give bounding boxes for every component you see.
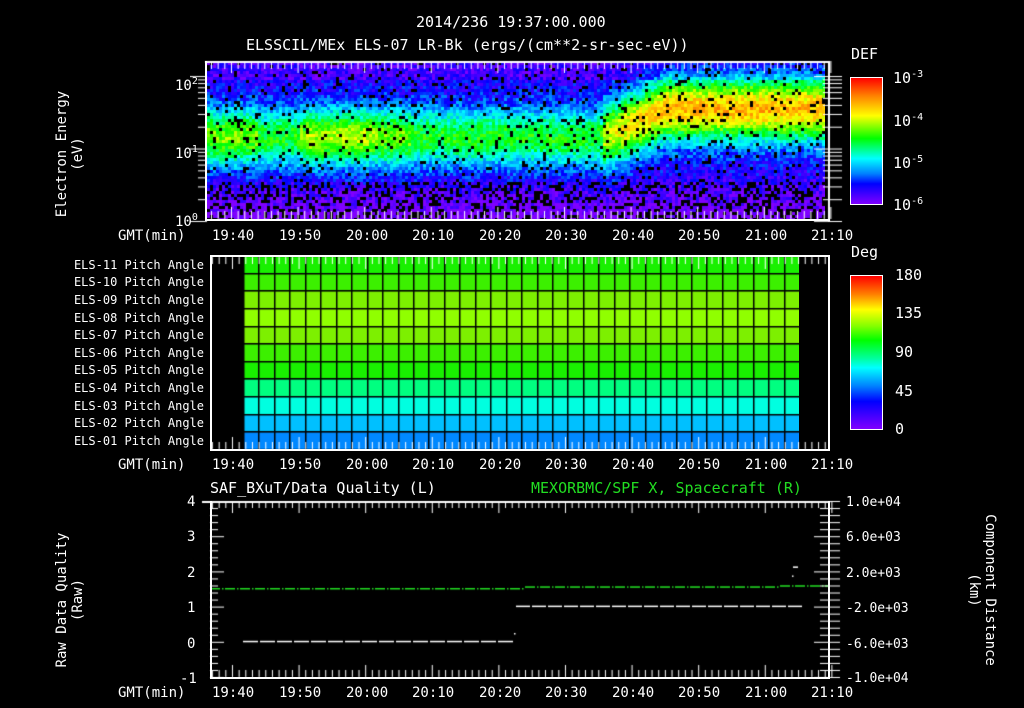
panel3-right-title: MEXORBMC/SPF X, Spacecraft (R) — [531, 479, 802, 497]
xtick: 20:50 — [678, 457, 721, 473]
row-label-els-03: ELS-03 Pitch Angle — [73, 399, 204, 413]
row-label-els-09: ELS-09 Pitch Angle — [73, 293, 204, 307]
ytick-right-2e3: 2.0e+03 — [846, 566, 901, 581]
cbar-deg-tick-45: 45 — [895, 382, 914, 400]
ytick-left-neg1: -1 — [180, 671, 197, 687]
ytick-right-1e4: 1.0e+04 — [846, 495, 901, 510]
xtick: 20:20 — [479, 457, 522, 473]
xaxis-label: GMT(min) — [118, 457, 186, 473]
xtick: 19:50 — [279, 228, 322, 244]
ytick-left-4: 4 — [187, 494, 196, 510]
cbar-deg-tick-180: 180 — [895, 266, 923, 284]
cbar-deg-tick-0: 0 — [895, 420, 905, 438]
panel3-left-ylabel-line1: Raw Data Quality — [54, 532, 70, 668]
cbar-def-tick-1e-5: 10-5 — [893, 154, 924, 172]
ytick-left-1: 1 — [187, 600, 196, 616]
cbar-def-tick-1e-6: 10-6 — [893, 196, 924, 214]
panel2-axis-ticks — [210, 255, 830, 451]
ytick-right-6e3: 6.0e+03 — [846, 530, 901, 545]
ytick-right-neg6e3: -6.0e+03 — [846, 637, 909, 652]
row-label-els-07: ELS-07 Pitch Angle — [73, 328, 204, 342]
row-label-els-08: ELS-08 Pitch Angle — [73, 311, 204, 325]
xaxis-label: GMT(min) — [118, 685, 186, 701]
row-label-els-06: ELS-06 Pitch Angle — [73, 346, 204, 360]
colorbar-def — [850, 77, 883, 205]
xtick: 20:20 — [479, 685, 522, 701]
xtick: 20:30 — [545, 457, 588, 473]
xtick: 20:40 — [612, 685, 655, 701]
xtick: 20:40 — [612, 457, 655, 473]
xtick: 21:10 — [811, 228, 854, 244]
xtick: 21:00 — [745, 228, 788, 244]
panel1-axis-ticks — [190, 55, 850, 235]
ytick-right-neg1e4: -1.0e+04 — [846, 671, 909, 686]
xtick: 21:10 — [811, 685, 854, 701]
row-label-els-11: ELS-11 Pitch Angle — [73, 258, 204, 272]
xtick: 19:40 — [212, 457, 255, 473]
xtick: 20:20 — [479, 228, 522, 244]
panel3-right-ylabel-line2: (km) — [966, 573, 982, 607]
panel1-ylabel-line2: (eV) — [70, 137, 86, 171]
ytick-left-3: 3 — [187, 529, 196, 545]
row-label-els-05: ELS-05 Pitch Angle — [73, 363, 204, 377]
xtick: 20:10 — [412, 457, 455, 473]
cbar-deg-tick-90: 90 — [895, 343, 914, 361]
ytick-right-neg2e3: -2.0e+03 — [846, 601, 909, 616]
xtick: 19:40 — [212, 685, 255, 701]
xtick: 20:00 — [346, 685, 389, 701]
panel3-right-ylabel-line1: Component Distance — [982, 514, 998, 666]
xtick: 20:30 — [545, 228, 588, 244]
panel3-right-ylabel: Component Distance (km) — [962, 500, 998, 680]
row-label-els-04: ELS-04 Pitch Angle — [73, 381, 204, 395]
panel3-left-title: SAF_BXuT/Data Quality (L) — [210, 479, 436, 497]
row-label-els-02: ELS-02 Pitch Angle — [73, 416, 204, 430]
panel3-left-ylabel: Raw Data Quality (Raw) — [54, 510, 90, 690]
panel3-axis-ticks — [195, 495, 855, 685]
xtick: 19:40 — [212, 228, 255, 244]
xtick: 21:10 — [811, 457, 854, 473]
xtick: 20:50 — [678, 228, 721, 244]
xtick: 20:50 — [678, 685, 721, 701]
cbar-deg-tick-135: 135 — [895, 304, 923, 322]
row-label-els-01: ELS-01 Pitch Angle — [73, 434, 204, 448]
xtick: 20:00 — [346, 228, 389, 244]
plot-timestamp: 2014/236 19:37:00.000 — [416, 13, 606, 31]
xtick: 20:30 — [545, 685, 588, 701]
colorbar-deg — [850, 275, 883, 430]
panel1-ylabel-line1: Electron Energy — [54, 90, 70, 218]
xtick: 20:40 — [612, 228, 655, 244]
ytick-left-2: 2 — [187, 565, 196, 581]
xtick: 21:00 — [745, 685, 788, 701]
plot-title: ELSSCIL/MEx ELS-07 LR-Bk (ergs/(cm**2-sr… — [246, 36, 689, 54]
row-label-els-10: ELS-10 Pitch Angle — [73, 275, 204, 289]
xtick: 20:00 — [346, 457, 389, 473]
xtick: 19:50 — [279, 457, 322, 473]
xtick: 21:00 — [745, 457, 788, 473]
cbar-def-tick-1e-3: 10-3 — [893, 69, 924, 87]
xtick: 19:50 — [279, 685, 322, 701]
colorbar-deg-title: Deg — [851, 243, 879, 261]
xaxis-label: GMT(min) — [118, 228, 186, 244]
colorbar-def-title: DEF — [851, 45, 879, 63]
xtick: 20:10 — [412, 228, 455, 244]
xtick: 20:10 — [412, 685, 455, 701]
ytick-left-0: 0 — [187, 636, 196, 652]
panel3-left-ylabel-line2: (Raw) — [70, 578, 86, 622]
panel1-ylabel: Electron Energy (eV) — [54, 74, 90, 234]
cbar-def-tick-1e-4: 10-4 — [893, 112, 924, 130]
